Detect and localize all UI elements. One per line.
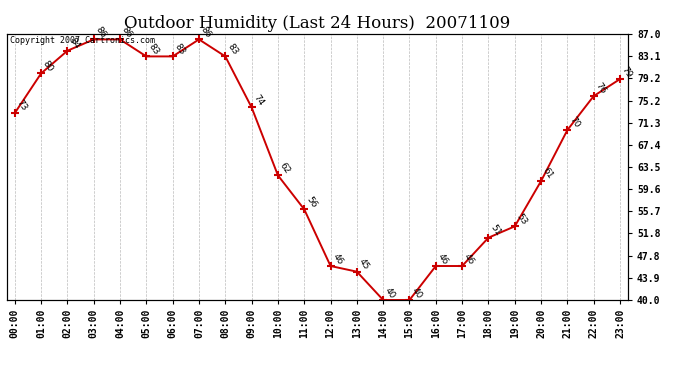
Text: 83: 83 bbox=[172, 42, 186, 56]
Text: 56: 56 bbox=[304, 195, 318, 209]
Text: 86: 86 bbox=[120, 25, 134, 39]
Text: 61: 61 bbox=[541, 166, 555, 181]
Text: 86: 86 bbox=[94, 25, 108, 39]
Text: 83: 83 bbox=[226, 42, 239, 56]
Text: Copyright 2007 Cartronics.com: Copyright 2007 Cartronics.com bbox=[10, 36, 155, 45]
Text: 46: 46 bbox=[331, 252, 344, 266]
Text: 46: 46 bbox=[436, 252, 450, 266]
Text: 83: 83 bbox=[146, 42, 160, 56]
Text: 51: 51 bbox=[489, 223, 502, 238]
Text: 74: 74 bbox=[252, 93, 266, 107]
Text: 45: 45 bbox=[357, 257, 371, 272]
Title: Outdoor Humidity (Last 24 Hours)  20071109: Outdoor Humidity (Last 24 Hours) 2007110… bbox=[124, 15, 511, 32]
Text: 70: 70 bbox=[567, 116, 582, 130]
Text: 40: 40 bbox=[409, 285, 424, 300]
Text: 53: 53 bbox=[515, 212, 529, 226]
Text: 86: 86 bbox=[199, 25, 213, 39]
Text: 46: 46 bbox=[462, 252, 476, 266]
Text: 84: 84 bbox=[68, 36, 81, 51]
Text: 76: 76 bbox=[593, 81, 608, 96]
Text: 80: 80 bbox=[41, 59, 55, 74]
Text: 40: 40 bbox=[383, 285, 397, 300]
Text: 73: 73 bbox=[14, 99, 29, 113]
Text: 79: 79 bbox=[620, 64, 634, 79]
Text: 62: 62 bbox=[278, 161, 292, 176]
